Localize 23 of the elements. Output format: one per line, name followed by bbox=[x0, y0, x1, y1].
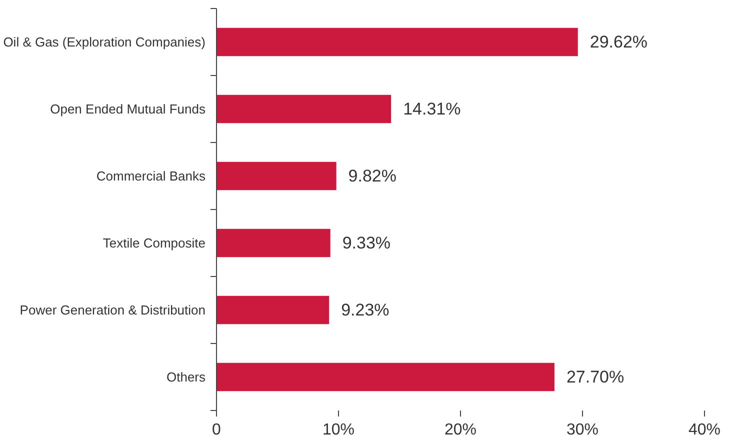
y-tick-label: Oil & Gas (Exploration Companies) bbox=[3, 34, 206, 50]
y-tick-label: Others bbox=[166, 370, 206, 384]
data-label: 27.70% bbox=[566, 368, 624, 386]
bar bbox=[216, 362, 554, 392]
data-label: 9.33% bbox=[342, 234, 391, 252]
bar bbox=[216, 162, 336, 190]
data-label: 29.62% bbox=[590, 32, 648, 52]
x-tick-label: 0 bbox=[212, 422, 222, 438]
bar bbox=[216, 94, 392, 124]
y-tick-label: Commercial Banks bbox=[96, 168, 206, 184]
x-tick-label: 40% bbox=[688, 422, 721, 438]
data-label: 9.23% bbox=[341, 300, 390, 320]
data-label: 14.31% bbox=[403, 100, 461, 118]
data-label: 9.82% bbox=[348, 166, 397, 186]
x-tick-label: 10% bbox=[322, 422, 355, 438]
x-tick-label: 20% bbox=[444, 422, 477, 438]
bar bbox=[216, 228, 330, 258]
bar bbox=[216, 28, 578, 56]
y-tick-label: Power Generation & Distribution bbox=[20, 302, 206, 318]
y-tick-label: Textile Composite bbox=[102, 236, 206, 250]
x-tick-label: 30% bbox=[566, 422, 599, 438]
bar bbox=[216, 296, 330, 324]
y-tick-label: Open Ended Mutual Funds bbox=[50, 102, 206, 116]
